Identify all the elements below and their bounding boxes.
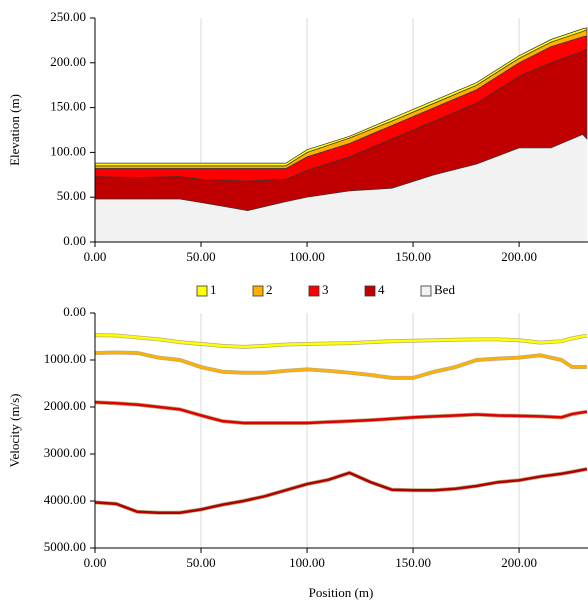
line-edge — [95, 352, 587, 377]
legend-swatch — [309, 286, 319, 296]
legend-swatch — [421, 286, 431, 296]
legend-swatch — [253, 286, 263, 296]
legend-swatch — [197, 286, 207, 296]
x-tick-label: 200.00 — [501, 555, 537, 570]
y-tick-label: 0.00 — [63, 304, 86, 319]
x-tick-label: 100.00 — [289, 249, 325, 264]
legend-swatch — [365, 286, 375, 296]
line — [95, 469, 587, 513]
y-tick-label: 100.00 — [50, 143, 86, 158]
y-tick-label: 2000.00 — [44, 398, 86, 413]
line-edge — [95, 402, 587, 423]
y-tick-label: 3000.00 — [44, 445, 86, 460]
y-tick-label: 150.00 — [50, 99, 86, 114]
legend-label: 4 — [378, 282, 385, 297]
y-tick-label: 50.00 — [57, 188, 86, 203]
x-tick-label: 0.00 — [84, 555, 107, 570]
legend-label: 1 — [210, 282, 217, 297]
y-tick-label: 1000.00 — [44, 351, 86, 366]
y-axis-title: Elevation (m) — [7, 94, 22, 166]
figure: 0.0050.00100.00150.00200.000.0050.00100.… — [0, 0, 588, 606]
legend-label: 3 — [322, 282, 329, 297]
x-axis-title: Position (m) — [309, 585, 374, 600]
x-tick-label: 50.00 — [186, 249, 215, 264]
x-tick-label: 150.00 — [395, 555, 431, 570]
y-tick-label: 5000.00 — [44, 539, 86, 554]
legend-label: 2 — [266, 282, 273, 297]
y-tick-label: 200.00 — [50, 54, 86, 69]
x-tick-label: 50.00 — [186, 555, 215, 570]
y-tick-label: 0.00 — [63, 233, 86, 248]
x-tick-label: 100.00 — [289, 555, 325, 570]
x-tick-label: 150.00 — [395, 249, 431, 264]
x-tick-label: 0.00 — [84, 249, 107, 264]
x-tick-label: 200.00 — [501, 249, 537, 264]
y-tick-label: 250.00 — [50, 9, 86, 24]
legend-label: Bed — [434, 282, 455, 297]
y-axis-title: Velocity (m/s) — [7, 393, 22, 467]
y-tick-label: 4000.00 — [44, 492, 86, 507]
